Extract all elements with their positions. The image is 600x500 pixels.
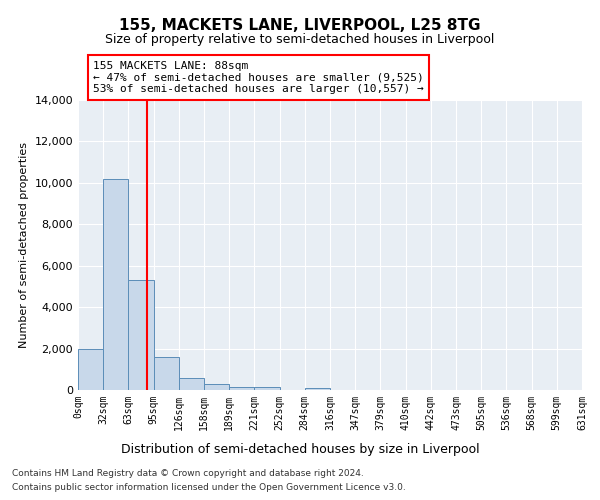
Text: Contains public sector information licensed under the Open Government Licence v3: Contains public sector information licen… — [12, 484, 406, 492]
Text: 155, MACKETS LANE, LIVERPOOL, L25 8TG: 155, MACKETS LANE, LIVERPOOL, L25 8TG — [119, 18, 481, 32]
Bar — [305, 388, 330, 390]
Text: 155 MACKETS LANE: 88sqm
← 47% of semi-detached houses are smaller (9,525)
53% of: 155 MACKETS LANE: 88sqm ← 47% of semi-de… — [93, 61, 424, 94]
Bar — [103, 178, 128, 390]
Text: Contains HM Land Registry data © Crown copyright and database right 2024.: Contains HM Land Registry data © Crown c… — [12, 468, 364, 477]
Y-axis label: Number of semi-detached properties: Number of semi-detached properties — [19, 142, 29, 348]
Bar — [128, 280, 154, 390]
Bar — [78, 348, 103, 390]
Bar — [204, 384, 229, 390]
Text: Size of property relative to semi-detached houses in Liverpool: Size of property relative to semi-detach… — [106, 32, 494, 46]
Bar — [179, 378, 204, 390]
Bar — [254, 388, 280, 390]
Bar — [229, 386, 254, 390]
Bar — [154, 357, 179, 390]
Text: Distribution of semi-detached houses by size in Liverpool: Distribution of semi-detached houses by … — [121, 442, 479, 456]
